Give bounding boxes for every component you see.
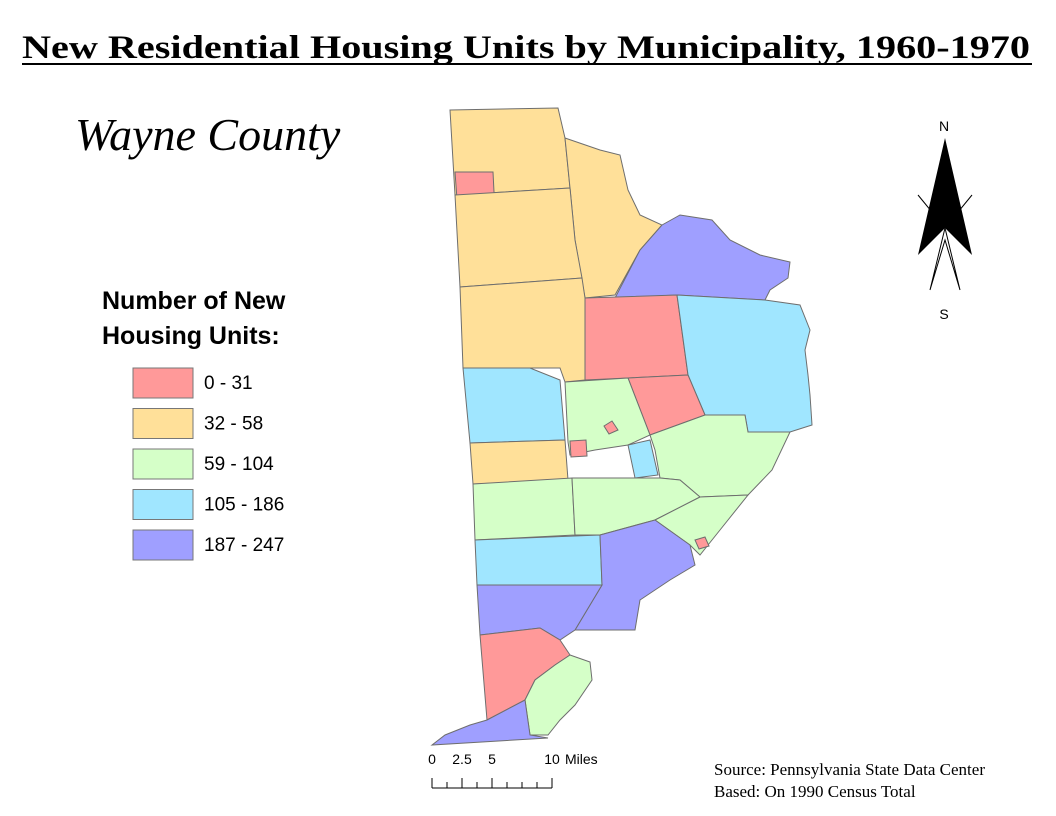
scale-unit: Miles [565,751,598,767]
legend-label: 59 - 104 [204,454,274,475]
legend-swatch [132,408,194,439]
municipality [469,439,569,485]
source-line: Based: On 1990 Census Total [714,782,916,801]
municipality [649,414,791,498]
north-arrow: N S [917,118,973,322]
municipality [627,439,659,479]
legend-label: 0 - 31 [204,373,253,394]
scale-bar: 0 2.5 5 10 Miles [428,751,598,789]
north-label: N [939,118,949,134]
municipality [459,277,586,383]
legend: 0 - 31 32 - 58 59 - 104 105 - 186 187 - 247 [132,367,284,561]
legend-swatch [132,367,194,399]
municipality [462,367,566,444]
arrow-tail [929,227,961,291]
legend-title: Number of New [102,287,286,315]
legend-swatch [132,489,194,520]
municipality [564,377,651,456]
scale-label: 10 [544,751,560,767]
scale-label: 5 [488,751,496,767]
municipality [454,187,583,288]
legend-label: 187 - 247 [204,535,284,556]
south-label: S [939,306,948,322]
scale-label: 0 [428,751,436,767]
municipality [472,477,576,541]
legend-title: Housing Units: [102,322,280,350]
municipality [569,439,588,458]
region-name: Wayne County [75,109,341,160]
municipality [584,294,689,381]
county-map [430,107,813,746]
source-line: Source: Pennsylvania State Data Center [714,760,985,779]
legend-swatch [132,529,194,561]
legend-label: 105 - 186 [204,495,284,516]
municipality [430,699,549,746]
legend-swatch [132,448,194,480]
municipality [524,654,593,736]
legend-label: 32 - 58 [204,414,263,435]
municipality [603,420,619,435]
scale-label: 2.5 [452,751,472,767]
map-title: New Residential Housing Units by Municip… [22,30,1030,66]
arrow-wings [917,194,973,229]
municipality [694,536,710,550]
arrow-head [918,138,972,255]
municipality [474,534,603,586]
